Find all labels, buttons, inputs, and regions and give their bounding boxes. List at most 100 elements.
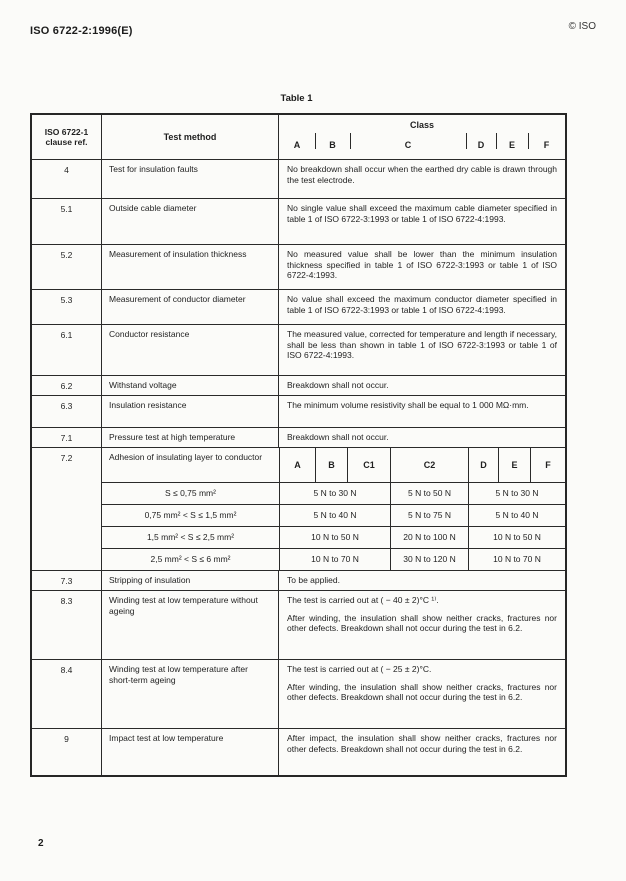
subclass-d: D xyxy=(468,448,498,482)
clause-ref-cell: 7.3 xyxy=(32,571,102,590)
test-method-cell: Pressure test at high temperature xyxy=(102,428,279,447)
requirement-text: To be applied. xyxy=(287,575,340,585)
requirement-cell: The measured value, corrected for temper… xyxy=(279,325,565,375)
force-value-abc1: 5 N to 40 N xyxy=(279,505,390,526)
class-column-c: C xyxy=(350,133,466,159)
requirement-cell: No single value shall exceed the maximum… xyxy=(279,199,565,244)
test-method-cell: Winding test at low temperature without … xyxy=(102,591,279,659)
class-column-e: E xyxy=(496,133,528,159)
requirement-text: The test is carried out at ( − 25 ± 2)°C… xyxy=(287,664,432,674)
clause-header-line2: clause ref. xyxy=(45,137,88,147)
class-column-header: Class A B C D E F xyxy=(279,115,565,159)
table-row: 7.1 Pressure test at high temperature Br… xyxy=(32,427,565,447)
clause-ref-cell: 7.1 xyxy=(32,428,102,447)
clause-header-line1: ISO 6722-1 xyxy=(44,127,89,137)
requirement-text: After impact, the insulation shall show … xyxy=(287,733,557,754)
conductor-size-cell: 2,5 mm² < S ≤ 6 mm² xyxy=(150,554,231,565)
class-letters-row: A B C D E F xyxy=(279,133,565,159)
force-value-c2: 5 N to 50 N xyxy=(390,483,468,504)
requirement-text: Breakdown shall not occur. xyxy=(287,380,389,390)
table-row: 8.3 Winding test at low temperature with… xyxy=(32,590,565,659)
adhesion-subtable: Adhesion of insulating layer to conducto… xyxy=(102,448,565,570)
requirement-text: No breakdown shall occur when the earthe… xyxy=(287,164,557,185)
class-column-a: A xyxy=(293,140,301,150)
clause-ref-cell: 9 xyxy=(32,729,102,775)
subclass-e: E xyxy=(498,448,530,482)
force-value-abc1: 10 N to 70 N xyxy=(279,549,390,570)
force-value-c2: 5 N to 75 N xyxy=(390,505,468,526)
subclass-b: B xyxy=(315,448,347,482)
requirement-cell: Breakdown shall not occur. xyxy=(279,376,565,395)
clause-ref-cell: 5.1 xyxy=(32,199,102,244)
test-requirements-table: ISO 6722-1 clause ref. Test method Class… xyxy=(30,113,567,777)
force-value-c2: 30 N to 120 N xyxy=(390,549,468,570)
force-value-abc1: 5 N to 30 N xyxy=(279,483,390,504)
table-row: 4 Test for insulation faults No breakdow… xyxy=(32,159,565,198)
requirement-text: The measured value, corrected for temper… xyxy=(287,329,557,360)
clause-ref-cell: 8.4 xyxy=(32,660,102,728)
requirement-text: After winding, the insulation shall show… xyxy=(287,612,557,634)
table-row: 5.2 Measurement of insulation thickness … xyxy=(32,244,565,289)
clause-ref-cell: 4 xyxy=(32,160,102,198)
subclass-a: A xyxy=(279,448,315,482)
table-row: 7.3 Stripping of insulation To be applie… xyxy=(32,570,565,590)
table-row: 8.4 Winding test at low temperature afte… xyxy=(32,659,565,728)
class-column-d: D xyxy=(466,133,496,159)
adhesion-force-row: 0,75 mm² < S ≤ 1,5 mm² 5 N to 40 N 5 N t… xyxy=(102,504,565,526)
test-method-cell: Test for insulation faults xyxy=(102,160,279,198)
table-header-row: ISO 6722-1 clause ref. Test method Class… xyxy=(32,115,565,159)
adhesion-subheader-row: Adhesion of insulating layer to conducto… xyxy=(102,448,565,483)
test-method-cell: Withstand voltage xyxy=(102,376,279,395)
test-method-cell: Adhesion of insulating layer to conducto… xyxy=(109,452,263,462)
subclass-c2: C2 xyxy=(390,448,468,482)
test-method-cell: Conductor resistance xyxy=(102,325,279,375)
copyright-notice: © ISO xyxy=(568,21,596,32)
test-method-cell: Measurement of insulation thickness xyxy=(102,245,279,289)
test-method-cell: Impact test at low temperature xyxy=(102,729,279,775)
force-value-def: 10 N to 70 N xyxy=(468,549,565,570)
clause-ref-cell: 6.2 xyxy=(32,376,102,395)
force-value-def: 5 N to 30 N xyxy=(468,483,565,504)
force-value-def: 10 N to 50 N xyxy=(468,527,565,548)
table-row: 9 Impact test at low temperature After i… xyxy=(32,728,565,775)
requirement-cell: Breakdown shall not occur. xyxy=(279,428,565,447)
force-value-c2: 20 N to 100 N xyxy=(390,527,468,548)
force-value-abc1: 10 N to 50 N xyxy=(279,527,390,548)
test-method-cell: Winding test at low temperature after sh… xyxy=(102,660,279,728)
adhesion-test-block: 7.2 Adhesion of insulating layer to cond… xyxy=(32,447,565,570)
requirement-text: No value shall exceed the maximum conduc… xyxy=(287,294,557,315)
clause-ref-cell: 5.3 xyxy=(32,290,102,324)
document-reference: ISO 6722-2:1996(E) xyxy=(30,25,133,37)
requirement-cell: No measured value shall be lower than th… xyxy=(279,245,565,289)
conductor-size-cell: S ≤ 0,75 mm² xyxy=(165,488,216,499)
subclass-c1: C1 xyxy=(347,448,390,482)
class-header-label: Class xyxy=(409,120,435,130)
requirement-text: The minimum volume resistivity shall be … xyxy=(287,400,529,410)
table-row: 6.1 Conductor resistance The measured va… xyxy=(32,324,565,375)
test-method-column-header: Test method xyxy=(102,115,279,159)
requirement-text: No measured value shall be lower than th… xyxy=(287,249,557,280)
clause-ref-cell: 5.2 xyxy=(32,245,102,289)
clause-ref-cell: 6.1 xyxy=(32,325,102,375)
requirement-text: No single value shall exceed the maximum… xyxy=(287,203,557,224)
requirement-cell: No value shall exceed the maximum conduc… xyxy=(279,290,565,324)
requirement-cell: After impact, the insulation shall show … xyxy=(279,729,565,775)
page-number: 2 xyxy=(38,838,44,849)
test-method-cell: Insulation resistance xyxy=(102,396,279,427)
test-method-cell: Measurement of conductor diameter xyxy=(102,290,279,324)
adhesion-force-row: 2,5 mm² < S ≤ 6 mm² 10 N to 70 N 30 N to… xyxy=(102,548,565,570)
requirement-cell: The minimum volume resistivity shall be … xyxy=(279,396,565,427)
document-header: ISO 6722-2:1996(E) © ISO xyxy=(30,21,596,37)
table-row: 5.1 Outside cable diameter No single val… xyxy=(32,198,565,244)
force-value-def: 5 N to 40 N xyxy=(468,505,565,526)
clause-ref-cell: 6.3 xyxy=(32,396,102,427)
requirement-text: The test is carried out at ( − 40 ± 2)°C… xyxy=(287,595,439,605)
test-method-cell: Outside cable diameter xyxy=(102,199,279,244)
clause-ref-cell: 8.3 xyxy=(32,591,102,659)
table-row: 6.2 Withstand voltage Breakdown shall no… xyxy=(32,375,565,395)
conductor-size-cell: 1,5 mm² < S ≤ 2,5 mm² xyxy=(146,532,235,543)
requirement-text: Breakdown shall not occur. xyxy=(287,432,389,442)
requirement-cell: No breakdown shall occur when the earthe… xyxy=(279,160,565,198)
adhesion-force-row: S ≤ 0,75 mm² 5 N to 30 N 5 N to 50 N 5 N… xyxy=(102,483,565,504)
